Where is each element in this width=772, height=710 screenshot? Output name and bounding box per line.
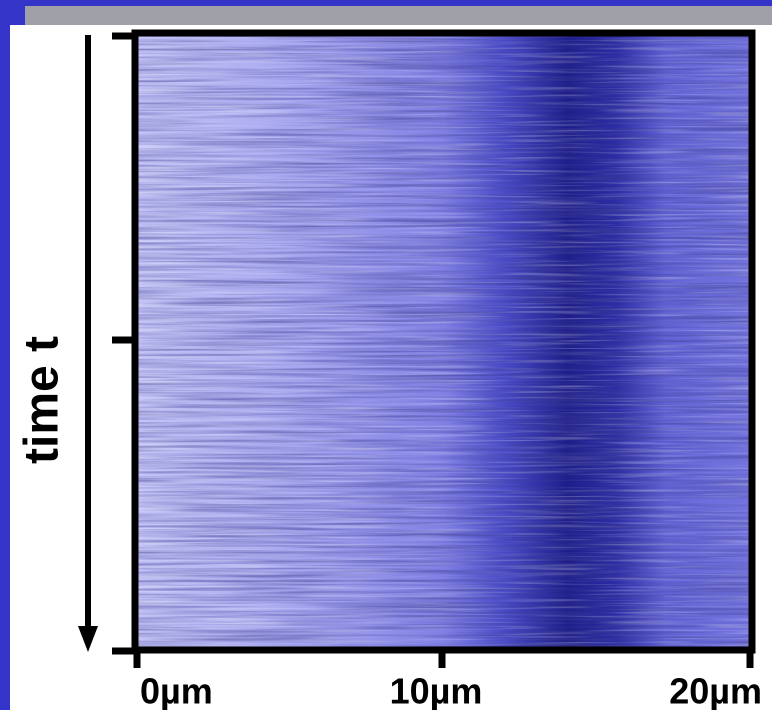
kymograph bbox=[135, 33, 752, 650]
x-label: 10µm bbox=[390, 671, 483, 710]
kymograph-highlights bbox=[135, 33, 752, 650]
x-label: 20µm bbox=[669, 671, 762, 710]
x-ticks bbox=[133, 650, 754, 668]
x-label: 0µm bbox=[140, 671, 213, 710]
label-area bbox=[130, 655, 772, 710]
time-arrow-head bbox=[78, 626, 98, 652]
y-ticks bbox=[112, 32, 135, 655]
top-strip bbox=[25, 6, 772, 25]
y-axis-label: time t bbox=[16, 336, 69, 464]
